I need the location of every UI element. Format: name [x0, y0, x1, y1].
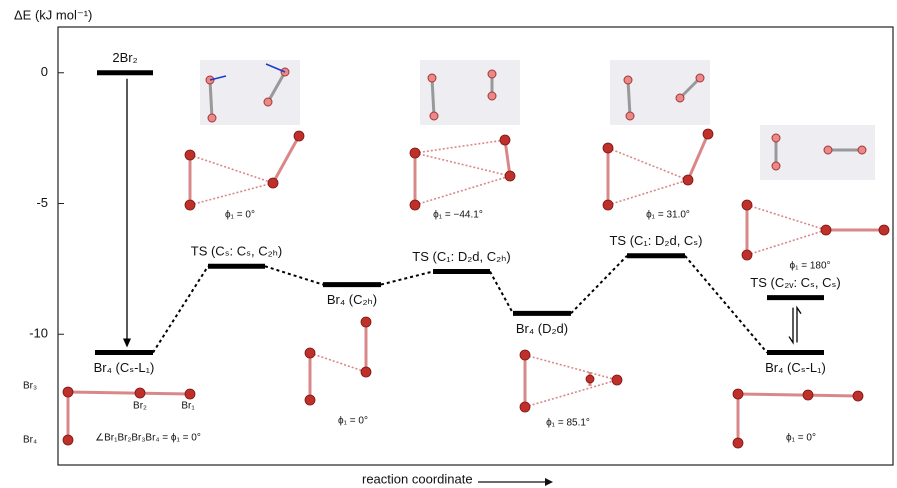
level-label: Br₄ (C₂ₕ) — [327, 292, 377, 307]
connector — [265, 266, 323, 284]
phi-annotation: ϕ₁ = 0° — [338, 416, 368, 427]
connector — [571, 256, 627, 314]
x-axis-label: reaction coordinate — [362, 471, 473, 486]
atom-label: Br₁ — [181, 401, 195, 412]
phi-annotation: ϕ₁ = 31.0° — [646, 210, 690, 221]
level-label: TS (C₂ᵥ: Cₛ, Cₛ) — [750, 275, 840, 290]
arrow-head — [123, 339, 131, 348]
chart: ΔE (kJ mol⁻¹) reaction coordinate — [0, 0, 897, 488]
connector — [153, 266, 208, 352]
level-label: 2Br₂ — [112, 50, 137, 65]
y-tick-label: -5 — [36, 195, 48, 210]
equilibrium-arrows — [789, 308, 801, 343]
connector — [490, 271, 513, 313]
level-label: Br₄ (D₂d) — [516, 321, 568, 336]
connector — [381, 271, 433, 284]
phi-annotation: ϕ₁ = 0° — [225, 210, 255, 221]
x-arrow — [478, 478, 553, 486]
level-label: Br₄ (Cₛ-L₁) — [765, 360, 826, 375]
connector — [685, 256, 767, 353]
y-tick-label: -10 — [29, 326, 48, 341]
phi-annotation: ϕ₁ = 0° — [786, 433, 816, 444]
level-label: TS (Cₛ: Cₛ, C₂ₕ) — [191, 244, 283, 259]
phi-annotation: ϕ₁ = −44.1° — [433, 210, 483, 221]
phi-annotation: ϕ₁ = 85.1° — [546, 418, 590, 429]
y-axis-label: ΔE (kJ mol⁻¹) — [14, 7, 92, 22]
atom-label: Br₄ — [23, 435, 37, 446]
level-label: TS (C₁: D₂d, C₂ₕ) — [412, 249, 510, 264]
phi-annotation: ϕ₁ = 180° — [789, 261, 830, 272]
atom-label: Br₂ — [133, 401, 147, 412]
y-tick-label: 0 — [41, 64, 48, 79]
level-label: TS (C₁: D₂d, Cₛ) — [609, 233, 702, 248]
level-label: Br₄ (Cₛ-L₁) — [94, 360, 155, 375]
atom-label: Br₃ — [23, 381, 37, 392]
phi-annotation: ∠Br₁Br₂Br₃Br₄ = ϕ₁ = 0° — [95, 433, 201, 444]
